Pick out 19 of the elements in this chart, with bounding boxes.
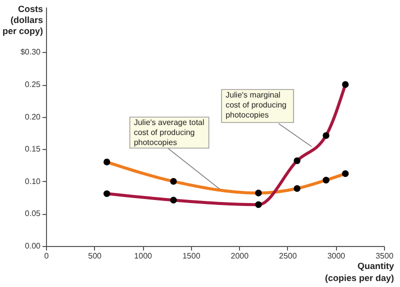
x-tick-label: 3000 [327, 252, 346, 260]
y-tick-label: 0.25 [24, 80, 42, 90]
annotation: Julie's marginal cost of producing photocopies [226, 90, 287, 120]
x-tick-label: 3500 [376, 252, 394, 260]
y-tick-label: 0.00 [24, 242, 42, 250]
y-axis-title: Costs (dollars per copy) [2, 4, 43, 36]
x-tick-label: 0 [44, 252, 50, 260]
x-tick-label: 1500 [182, 252, 201, 260]
y-tick-label: 0.05 [24, 209, 42, 218]
y-tick-label: 0.20 [24, 112, 42, 122]
y-tick-label: $0.30 [20, 48, 42, 57]
x-tick-label: 2000 [230, 252, 250, 260]
x-axis-title: Quantity (copies per day) [324, 261, 394, 283]
y-tick-label: 0.15 [24, 144, 42, 154]
x-tick-label: 1000 [134, 252, 153, 260]
annotation: Julie's average total cost of producing photocopies [134, 118, 205, 148]
y-tick-label: 0.10 [24, 176, 42, 186]
x-tick-label: 500 [88, 252, 102, 260]
x-tick-label: 2500 [279, 252, 298, 260]
